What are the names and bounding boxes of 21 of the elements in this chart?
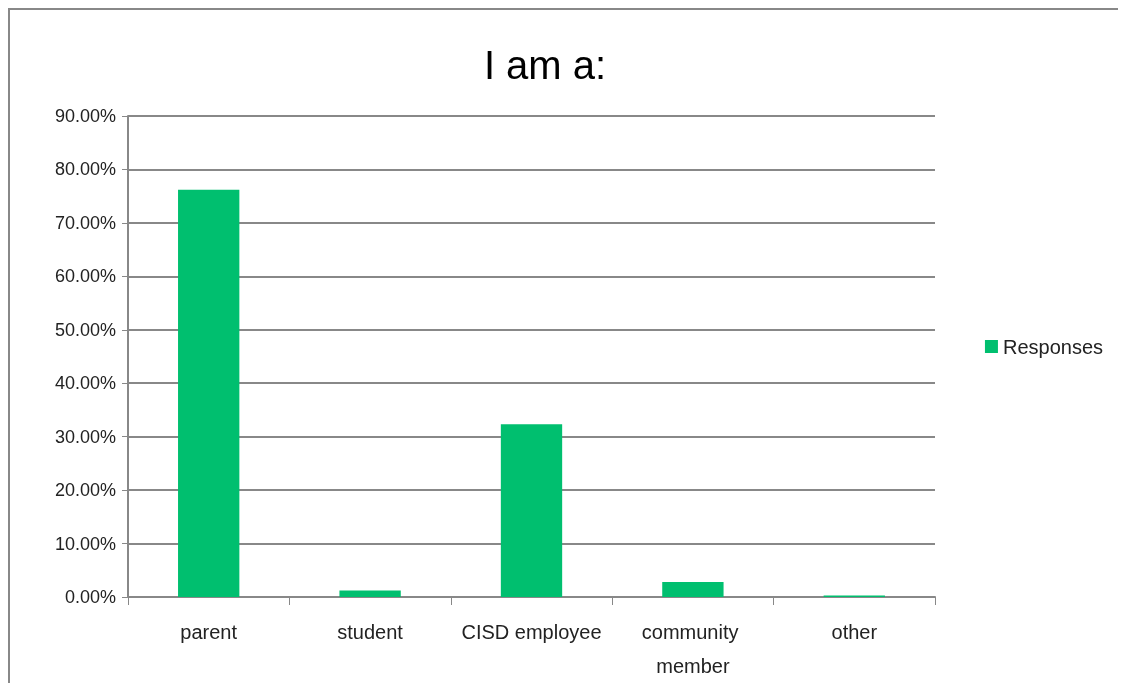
bar xyxy=(500,424,563,597)
y-tick-label: 60.00% xyxy=(54,266,116,287)
y-tick-label: 80.00% xyxy=(54,159,116,180)
legend-label: Responses xyxy=(1002,335,1103,358)
bar xyxy=(178,189,240,597)
y-tick-label: 40.00% xyxy=(54,373,116,394)
y-tick-label: 90.00% xyxy=(54,106,116,126)
x-tick-label: parent xyxy=(180,621,238,643)
x-tick-label: other xyxy=(831,621,878,643)
x-tick-label: CISD employee xyxy=(461,621,602,643)
y-tick-label: 30.00% xyxy=(54,426,116,447)
y-tick-label: 0.00% xyxy=(64,587,116,607)
y-tick-label: 50.00% xyxy=(54,319,116,340)
x-tick-label: community member xyxy=(641,621,745,677)
bar xyxy=(662,582,724,597)
bar xyxy=(339,590,401,597)
y-tick-label: 70.00% xyxy=(54,212,116,233)
y-tick-label: 20.00% xyxy=(54,480,116,501)
x-tick-label: student xyxy=(337,621,404,643)
y-tick-label: 10.00% xyxy=(54,533,116,554)
chart-title: I am a: xyxy=(483,43,607,87)
